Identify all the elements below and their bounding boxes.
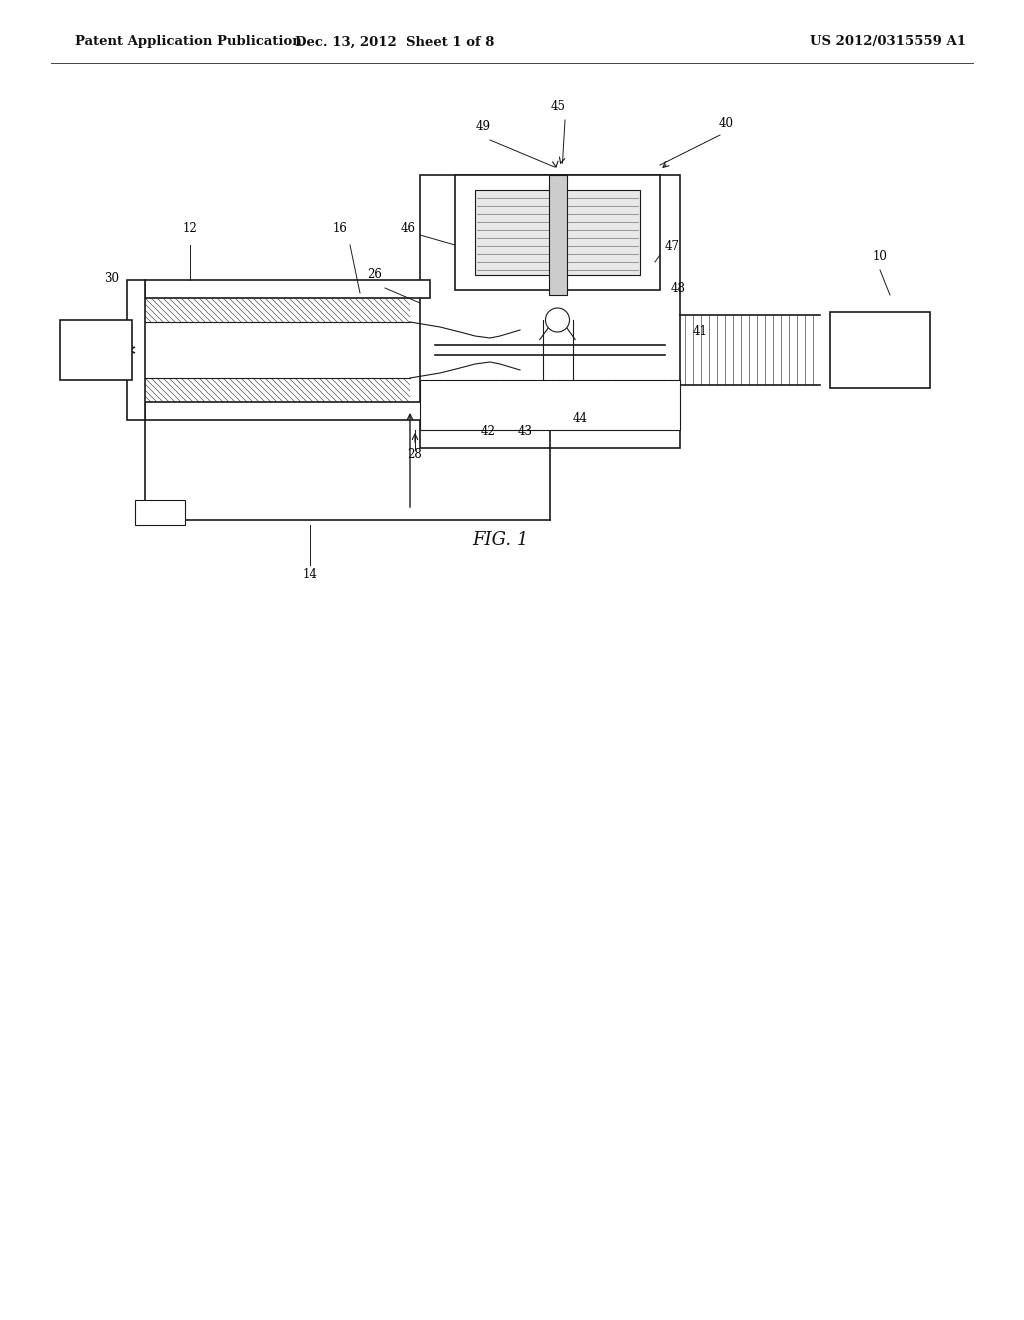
Text: 45: 45	[551, 100, 565, 114]
Text: 49: 49	[475, 120, 490, 133]
Text: HYDROGEN
TANK: HYDROGEN TANK	[845, 341, 915, 360]
Text: 43: 43	[517, 425, 532, 438]
Text: 47: 47	[665, 240, 680, 253]
Text: 28: 28	[408, 447, 422, 461]
Circle shape	[546, 308, 569, 333]
Text: 48: 48	[671, 282, 685, 294]
Bar	[420, 176, 680, 447]
Text: Patent Application Publication: Patent Application Publication	[75, 36, 302, 49]
Text: 16: 16	[333, 222, 347, 235]
Text: 46: 46	[400, 222, 416, 235]
Text: 40: 40	[719, 117, 733, 129]
Bar	[455, 176, 660, 290]
Text: 41: 41	[692, 325, 708, 338]
Bar	[145, 280, 430, 298]
Text: 10: 10	[872, 249, 888, 263]
Bar	[475, 190, 640, 275]
Text: STACK: STACK	[75, 345, 118, 355]
Bar	[135, 500, 185, 525]
Text: 26: 26	[368, 268, 382, 281]
Bar	[549, 176, 566, 294]
Text: 42: 42	[480, 425, 496, 438]
Bar	[145, 403, 430, 420]
Bar	[127, 280, 145, 420]
Text: US 2012/0315559 A1: US 2012/0315559 A1	[810, 36, 966, 49]
Text: 12: 12	[182, 222, 198, 235]
Text: Dec. 13, 2012  Sheet 1 of 8: Dec. 13, 2012 Sheet 1 of 8	[295, 36, 495, 49]
FancyBboxPatch shape	[830, 312, 930, 388]
Bar	[60, 319, 132, 380]
Text: FIG. 1: FIG. 1	[472, 531, 528, 549]
Text: 30: 30	[104, 272, 120, 285]
Text: 44: 44	[572, 412, 588, 425]
Text: 14: 14	[302, 568, 317, 581]
Bar	[420, 380, 680, 430]
